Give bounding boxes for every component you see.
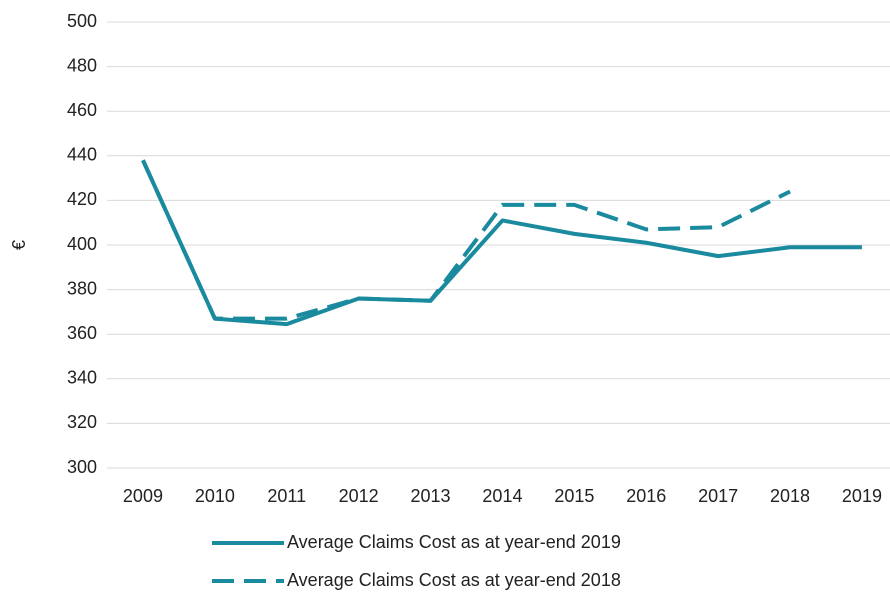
y-tick-label: 340 <box>67 368 97 388</box>
x-tick-label: 2013 <box>411 486 451 506</box>
series-line <box>141 159 791 321</box>
y-tick-label: 460 <box>67 100 97 120</box>
x-tick-label: 2017 <box>698 486 738 506</box>
y-tick-label: 320 <box>67 412 97 432</box>
x-tick-label: 2016 <box>626 486 666 506</box>
legend-label: Average Claims Cost as at year-end 2019 <box>287 532 621 552</box>
y-tick-label: 500 <box>67 11 97 31</box>
x-tick-label: 2009 <box>123 486 163 506</box>
x-tick-label: 2012 <box>339 486 379 506</box>
y-tick-label: 440 <box>67 145 97 165</box>
x-tick-label: 2014 <box>482 486 522 506</box>
x-tick-label: 2015 <box>554 486 594 506</box>
legend-label: Average Claims Cost as at year-end 2018 <box>287 570 621 590</box>
y-tick-label: 360 <box>67 323 97 343</box>
y-tick-label: 380 <box>67 278 97 298</box>
y-tick-label: 400 <box>67 234 97 254</box>
y-tick-label: 300 <box>67 457 97 477</box>
y-tick-label: 420 <box>67 189 97 209</box>
x-tick-label: 2019 <box>842 486 882 506</box>
series-line <box>141 159 862 327</box>
x-tick-label: 2011 <box>267 486 306 506</box>
x-tick-label: 2018 <box>770 486 810 506</box>
y-axis-label: € <box>9 240 29 250</box>
y-tick-label: 480 <box>67 55 97 75</box>
x-tick-label: 2010 <box>195 486 235 506</box>
